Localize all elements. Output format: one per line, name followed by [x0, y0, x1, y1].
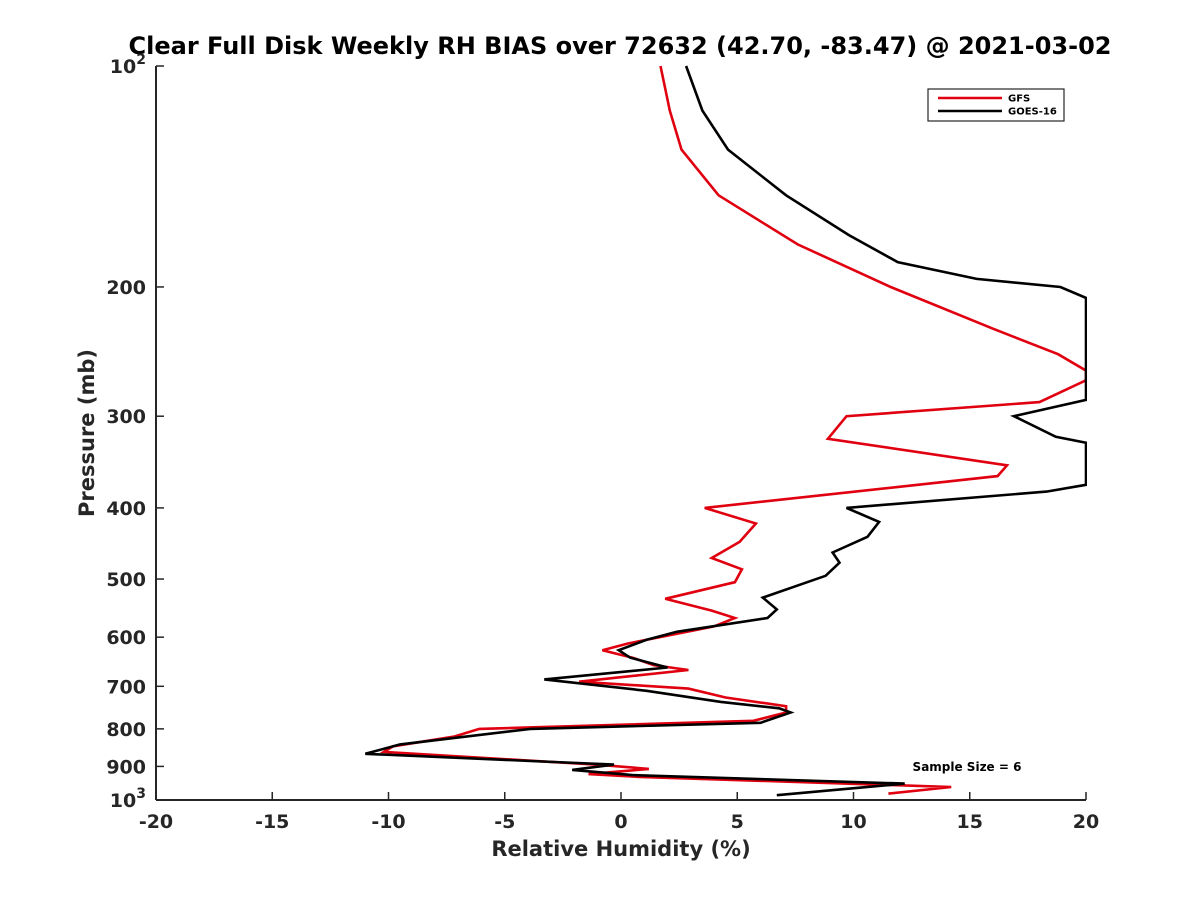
y-tick-label: 500 [106, 569, 146, 591]
y-axis-label: Pressure (mb) [75, 349, 99, 517]
series-line-goes-16 [364, 65, 1087, 797]
x-tick-label: 20 [1073, 811, 1099, 833]
y-tick-label: 102 [110, 52, 146, 78]
x-tick-label: -5 [494, 811, 515, 833]
y-tick-label-exponent: 2 [136, 52, 146, 68]
legend-box [927, 88, 1065, 122]
series-layer [364, 65, 1087, 797]
x-axis-ticks: -20 -15 -10 -5 0 5 10 15 20 [139, 792, 1099, 833]
y-tick-label: 103 [110, 786, 146, 812]
chart-title: Clear Full Disk Weekly RH BIAS over 7263… [129, 32, 1112, 60]
x-tick-label: 5 [731, 811, 744, 833]
x-tick-label: -15 [255, 811, 289, 833]
y-tick-label: 700 [106, 676, 146, 698]
y-tick-label: 800 [106, 719, 146, 741]
x-tick-label: 15 [957, 811, 983, 833]
legend-label-goes-16: GOES-16 [1008, 107, 1057, 118]
legend-label-gfs: GFS [1008, 94, 1030, 105]
x-tick-label: 10 [840, 811, 866, 833]
x-tick-label: 0 [614, 811, 627, 833]
x-tick-label: -10 [371, 811, 405, 833]
y-tick-label-exponent: 3 [136, 786, 146, 802]
legend: GFS GOES-16 [927, 88, 1065, 122]
y-tick-label-base: 10 [110, 56, 136, 78]
y-tick-label: 300 [106, 406, 146, 428]
series-line-gfs [379, 65, 1087, 795]
y-tick-label: 600 [106, 627, 146, 649]
x-tick-label: -20 [139, 811, 173, 833]
y-tick-label: 900 [106, 756, 146, 778]
y-tick-label: 200 [106, 277, 146, 299]
plot-area [155, 66, 1086, 801]
x-axis-label: Relative Humidity (%) [491, 837, 750, 861]
y-tick-label-base: 10 [110, 790, 136, 812]
y-tick-label: 400 [106, 498, 146, 520]
sample-size-annotation: Sample Size = 6 [913, 760, 1022, 774]
